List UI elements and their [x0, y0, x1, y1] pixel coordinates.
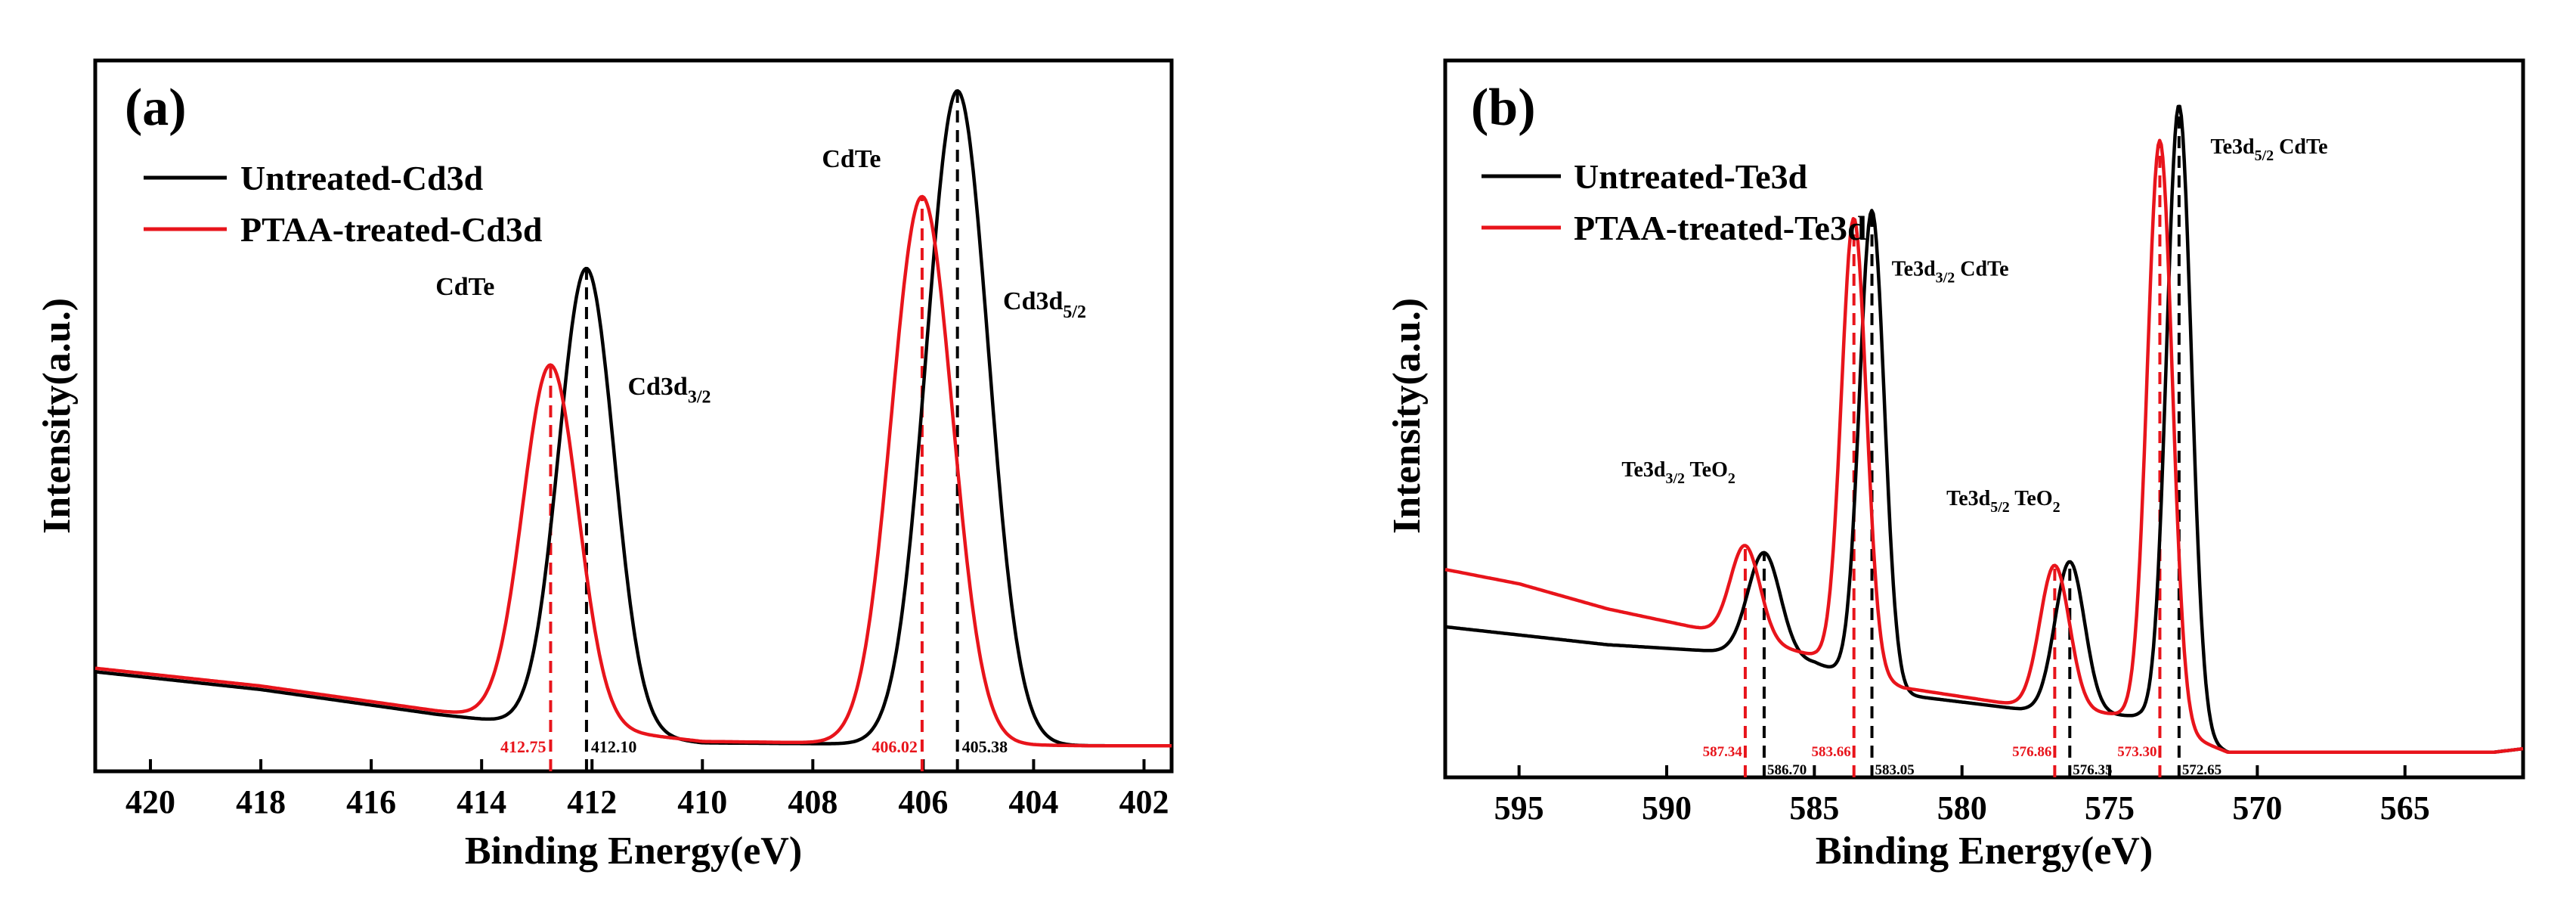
peak-value-label: 572.65: [2182, 762, 2221, 778]
x-tick-label: 414: [457, 783, 506, 820]
peak-value-label: 406.02: [872, 737, 918, 756]
legend: Untreated-Cd3d PTAA-treated-Cd3d: [144, 159, 543, 249]
x-tick-label: 585: [1789, 789, 1839, 827]
x-tick-label: 406: [898, 783, 948, 820]
panel-label: (a): [125, 79, 187, 137]
x-tick-label: 565: [2380, 789, 2430, 827]
peak-annotation: Te3d5/2 TeO2: [1946, 487, 2060, 516]
peak-annotation: Te3d3/2 CdTe: [1892, 257, 2009, 286]
x-tick-label: 418: [236, 783, 286, 820]
plot-frame: [1443, 58, 2525, 780]
peak-annotation: Cd3d5/2: [1003, 287, 1086, 322]
annotations: CdTe CdTe Cd3d3/2 Cd3d5/2: [435, 145, 1086, 408]
legend-label-untreated: Untreated-Te3d: [1574, 157, 1808, 196]
peak-annotation: Cd3d3/2: [627, 373, 711, 408]
peak-value-label: 583.66: [1811, 744, 1850, 760]
annotations: Te3d3/2 TeO2 Te3d3/2 CdTe Te3d5/2 TeO2 Te3d…: [1621, 135, 2327, 516]
peak-value-label: 576.86: [2012, 744, 2051, 760]
reference-lines: 412.75 412.10 406.02 405.38: [500, 91, 1008, 771]
series-line-ptaa-treated-cd3d: [94, 194, 1172, 748]
x-tick-label: 404: [1008, 783, 1058, 820]
legend-label-ptaa: PTAA-treated-Te3d: [1574, 209, 1867, 247]
x-tick-label: 595: [1494, 789, 1544, 827]
panel-label: (b): [1471, 79, 1536, 137]
x-axis: 420 418 416 414 412 410 408 406 404 402: [125, 759, 1169, 820]
series-line-ptaa-treated-te3d: [1444, 138, 2524, 755]
x-tick-label: 412: [567, 783, 617, 820]
peak-value-label: 405.38: [962, 737, 1008, 756]
x-tick-label: 575: [2085, 789, 2135, 827]
peak-value-label: 412.10: [591, 737, 637, 756]
peak-value-label: 586.70: [1767, 762, 1807, 778]
peak-value-label: 412.75: [500, 737, 546, 756]
x-axis: 595 590 585 580 575 570 565: [1494, 765, 2430, 827]
legend: Untreated-Te3d PTAA-treated-Te3d: [1482, 157, 1867, 247]
y-axis-label: Intensity(a.u.): [36, 298, 79, 534]
peak-value-label: 576.35: [2073, 762, 2112, 778]
panel-a-cd3d: 420 418 416 414 412 410 408 406 404 402 412.75 412…: [36, 58, 1174, 873]
x-tick-label: 580: [1937, 789, 1987, 827]
peak-annotation: Te3d5/2 CdTe: [2211, 135, 2328, 164]
series-line-untreated-te3d: [1444, 104, 2524, 755]
x-axis-label: Binding Energy(eV): [465, 830, 802, 873]
plot-frame: [93, 58, 1174, 774]
peak-value-label: 587.34: [1703, 744, 1743, 760]
peak-value-label: 583.05: [1875, 762, 1915, 778]
x-tick-label: 420: [125, 783, 175, 820]
peak-annotation: CdTe: [435, 273, 494, 301]
legend-label-ptaa: PTAA-treated-Cd3d: [240, 210, 543, 249]
x-tick-label: 590: [1642, 789, 1692, 827]
x-tick-label: 408: [788, 783, 838, 820]
x-tick-label: 410: [677, 783, 727, 820]
x-tick-label: 570: [2232, 789, 2282, 827]
x-axis-label: Binding Energy(eV): [1816, 830, 2153, 873]
peak-annotation: Te3d3/2 TeO2: [1621, 458, 1735, 487]
peak-value-label: 573.30: [2117, 744, 2156, 760]
x-tick-label: 402: [1119, 783, 1169, 820]
y-axis-label: Intensity(a.u.): [1386, 298, 1429, 534]
x-tick-label: 416: [346, 783, 396, 820]
panel-b-te3d: 595 590 585 580 575 570 565 587.34 586.70583.66…: [1386, 58, 2525, 873]
series-line-untreated-cd3d: [94, 88, 1172, 748]
series-group: [1444, 104, 2524, 755]
peak-annotation: CdTe: [822, 145, 881, 173]
legend-label-untreated: Untreated-Cd3d: [240, 159, 484, 197]
series-group: [94, 88, 1172, 748]
